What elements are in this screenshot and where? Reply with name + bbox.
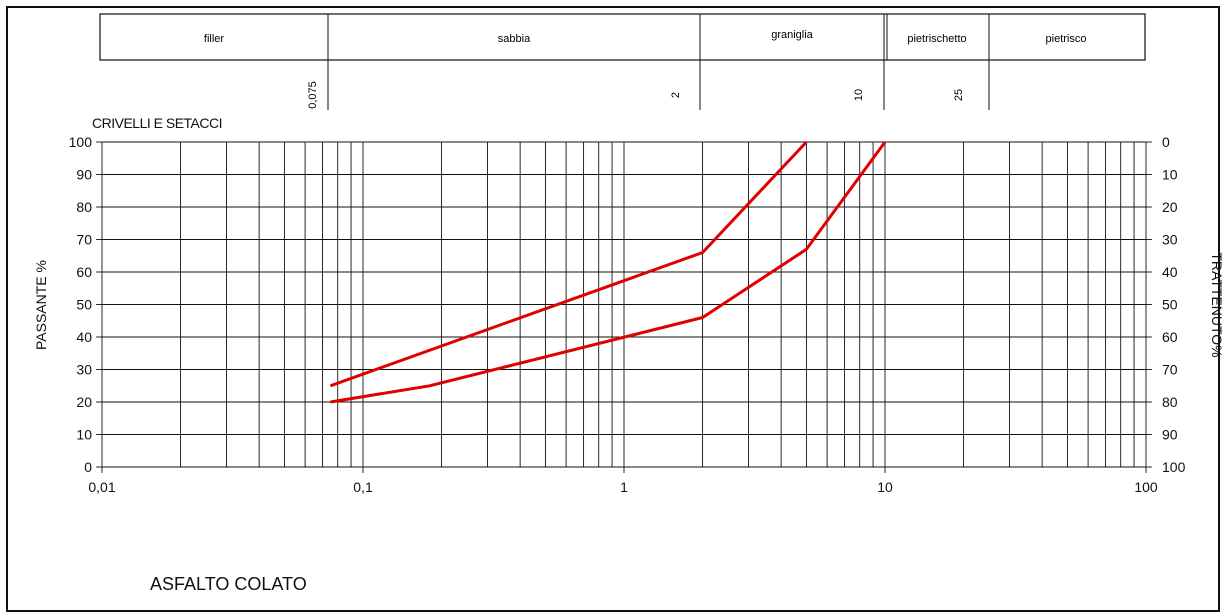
y-tick-label: 10: [76, 427, 92, 443]
y-axis-ticks: 0 10 20 30 40 50 60 70 80 90 100: [69, 134, 102, 475]
y2-tick-label: 90: [1162, 427, 1178, 443]
y2-tick-label: 80: [1162, 394, 1178, 410]
chart-title: ASFALTO COLATO: [150, 574, 307, 594]
series-lines: [329, 140, 887, 404]
x-tick-label: 0,1: [353, 479, 373, 495]
category-table: filler sabbia graniglia pietrischetto pi…: [99, 13, 1146, 110]
category-filler: filler: [204, 33, 225, 45]
y-axis-label: PASSANTE %: [33, 260, 49, 350]
y-tick-label: 30: [76, 362, 92, 378]
y2-tick-label: 10: [1162, 167, 1178, 183]
y2-tick-label: 60: [1162, 329, 1178, 345]
category-table-box: [99, 13, 1146, 61]
x-tick-label: 100: [1134, 479, 1158, 495]
x-tick-label: 0,01: [88, 479, 115, 495]
x-tick-label: 1: [620, 479, 628, 495]
x-tick-label: 10: [877, 479, 893, 495]
sieve-value-2: 2: [670, 92, 682, 98]
header-label: CRIVELLI E SETACCI: [92, 115, 222, 131]
category-pietrisco: pietrisco: [1046, 33, 1087, 45]
y2-tick-label: 50: [1162, 297, 1178, 313]
category-sabbia: sabbia: [498, 33, 531, 45]
sieve-value-10: 10: [853, 89, 865, 101]
y-tick-label: 100: [69, 134, 93, 150]
sieve-value-0075: 0,075: [307, 81, 319, 109]
series-line-2: [330, 141, 887, 404]
y2-tick-label: 70: [1162, 362, 1178, 378]
y-tick-label: 40: [76, 329, 92, 345]
y-tick-label: 70: [76, 232, 92, 248]
y-tick-label: 50: [76, 297, 92, 313]
y2-tick-label: 100: [1162, 459, 1186, 475]
chart-frame: [6, 6, 1220, 612]
y2-tick-label: 20: [1162, 199, 1178, 215]
y-tick-label: 90: [76, 167, 92, 183]
y-tick-label: 60: [76, 264, 92, 280]
y2-tick-label: 30: [1162, 232, 1178, 248]
y2-axis-label: TRATTENUTO%: [1209, 252, 1225, 357]
y2-tick-label: 40: [1162, 264, 1178, 280]
y2-tick-label: 0: [1162, 134, 1170, 150]
category-pietrischetto: pietrischetto: [907, 33, 966, 45]
category-graniglia: graniglia: [771, 29, 813, 41]
x-axis-ticks: 0,01 0,1 1 10 100: [88, 467, 1158, 495]
sieve-value-25: 25: [953, 89, 965, 101]
series-line-1: [329, 140, 808, 388]
y-tick-label: 80: [76, 199, 92, 215]
y-tick-label: 0: [84, 459, 92, 475]
y-tick-label: 20: [76, 394, 92, 410]
chart-grid: [101, 141, 1147, 468]
